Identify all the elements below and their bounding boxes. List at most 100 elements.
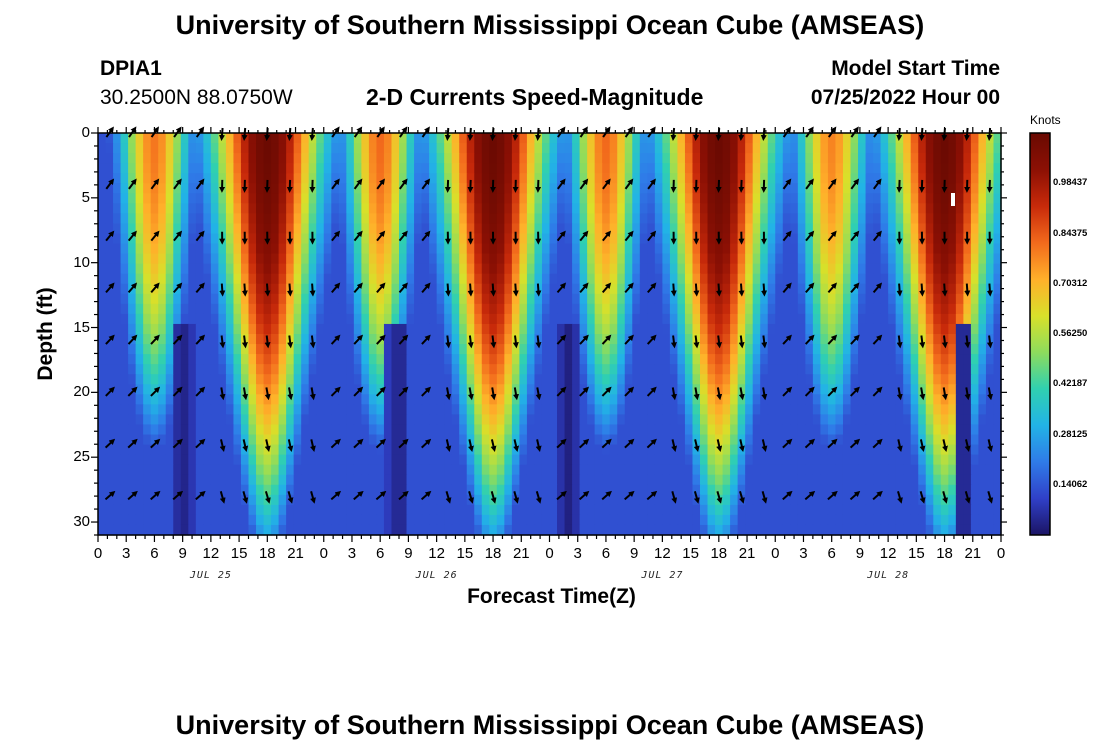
heatmap-cell [173,293,182,305]
heatmap-cell [684,193,694,204]
heatmap-cell [331,474,340,486]
heatmap-cell [775,334,784,345]
heatmap-cell [489,454,498,466]
heatmap-cell [572,374,581,385]
heatmap-cell [331,143,340,154]
heatmap-cell [722,424,731,436]
heatmap-cell [429,223,438,235]
heatmap-cell [609,434,618,446]
heatmap-cell [767,514,776,526]
heatmap-cell [767,404,776,415]
heatmap-cell [361,354,370,365]
current-vector [738,283,745,297]
heatmap-cell [271,354,280,365]
heatmap-cell [150,454,159,466]
heatmap-cell [752,183,761,194]
heatmap-cell [421,414,430,426]
heatmap-cell [203,384,212,395]
heatmap-cell [105,303,114,315]
heatmap-cell [722,354,731,365]
heatmap-cell [301,133,310,144]
heatmap-cell [180,253,189,265]
heatmap-cell [165,233,174,245]
heatmap-cell [286,213,295,225]
heatmap-cell [760,163,769,174]
heatmap-cell [511,303,521,315]
heatmap-cell [993,374,1002,385]
heatmap-cell [654,424,663,436]
heatmap-cell [421,374,430,385]
heatmap-cell [406,514,415,526]
heatmap-cell [414,384,423,395]
heatmap-cell [579,153,588,164]
heatmap-cell [873,374,882,385]
heatmap-cell [481,233,490,245]
heatmap-cell [700,193,709,204]
heatmap-cell [218,524,227,536]
current-vector [376,334,386,345]
heatmap-cell [263,313,272,325]
heatmap-cell [278,394,287,405]
heatmap-cell [617,344,626,355]
heatmap-cell [541,173,551,184]
heatmap-cell [940,253,949,265]
heatmap-cell [820,364,829,375]
heatmap-cell [489,173,498,184]
heatmap-cell [218,344,227,355]
heatmap-cell [835,514,844,526]
heatmap-cell [948,273,957,285]
heatmap-cell [722,464,731,476]
heatmap-cell [128,183,137,194]
heatmap-cell [541,153,551,164]
heatmap-cell [225,163,235,174]
heatmap-cell [662,263,671,275]
heatmap-cell [203,283,212,295]
heatmap-cell [639,334,648,345]
heatmap-cell [308,203,317,214]
heatmap-cell [564,183,573,194]
heatmap-cell [767,263,776,275]
heatmap-cell [293,464,302,476]
heatmap-cell [557,243,566,255]
heatmap-cell [233,364,242,375]
heatmap-cell [361,293,370,305]
heatmap-cell [436,364,445,375]
heatmap-cell [669,484,679,496]
heatmap-cell [338,313,347,325]
heatmap-cell [256,263,265,275]
heatmap-cell [256,143,265,154]
heatmap-cell [188,404,197,415]
heatmap-cell [587,183,596,194]
heatmap-cell [399,414,408,426]
heatmap-cell [790,243,799,255]
heatmap-cell [308,464,317,476]
current-vector [195,178,205,190]
heatmap-cell [677,213,686,225]
heatmap-cell [301,313,310,325]
heatmap-cell [564,153,573,164]
heatmap-cell [775,434,784,446]
heatmap-cell [188,193,197,204]
heatmap-cell [632,243,641,255]
heatmap-cell [263,424,272,436]
heatmap-cell [842,223,852,235]
heatmap-cell [195,444,204,456]
heatmap-cell [98,203,107,214]
heatmap-cell [496,464,505,476]
heatmap-cell [812,143,822,154]
heatmap-cell [805,143,814,154]
heatmap-cell [180,143,189,154]
heatmap-cell [383,133,393,144]
heatmap-cell [451,404,460,415]
heatmap-cell [722,313,731,325]
heatmap-cell [978,524,987,536]
heatmap-cell [767,394,776,405]
heatmap-cell [602,203,611,214]
heatmap-cell [113,444,122,456]
heatmap-cell [903,233,912,245]
heatmap-cell [617,384,626,395]
heatmap-cell [760,153,769,164]
heatmap-cell [752,394,761,405]
heatmap-cell [549,213,558,225]
heatmap-cell [293,223,302,235]
